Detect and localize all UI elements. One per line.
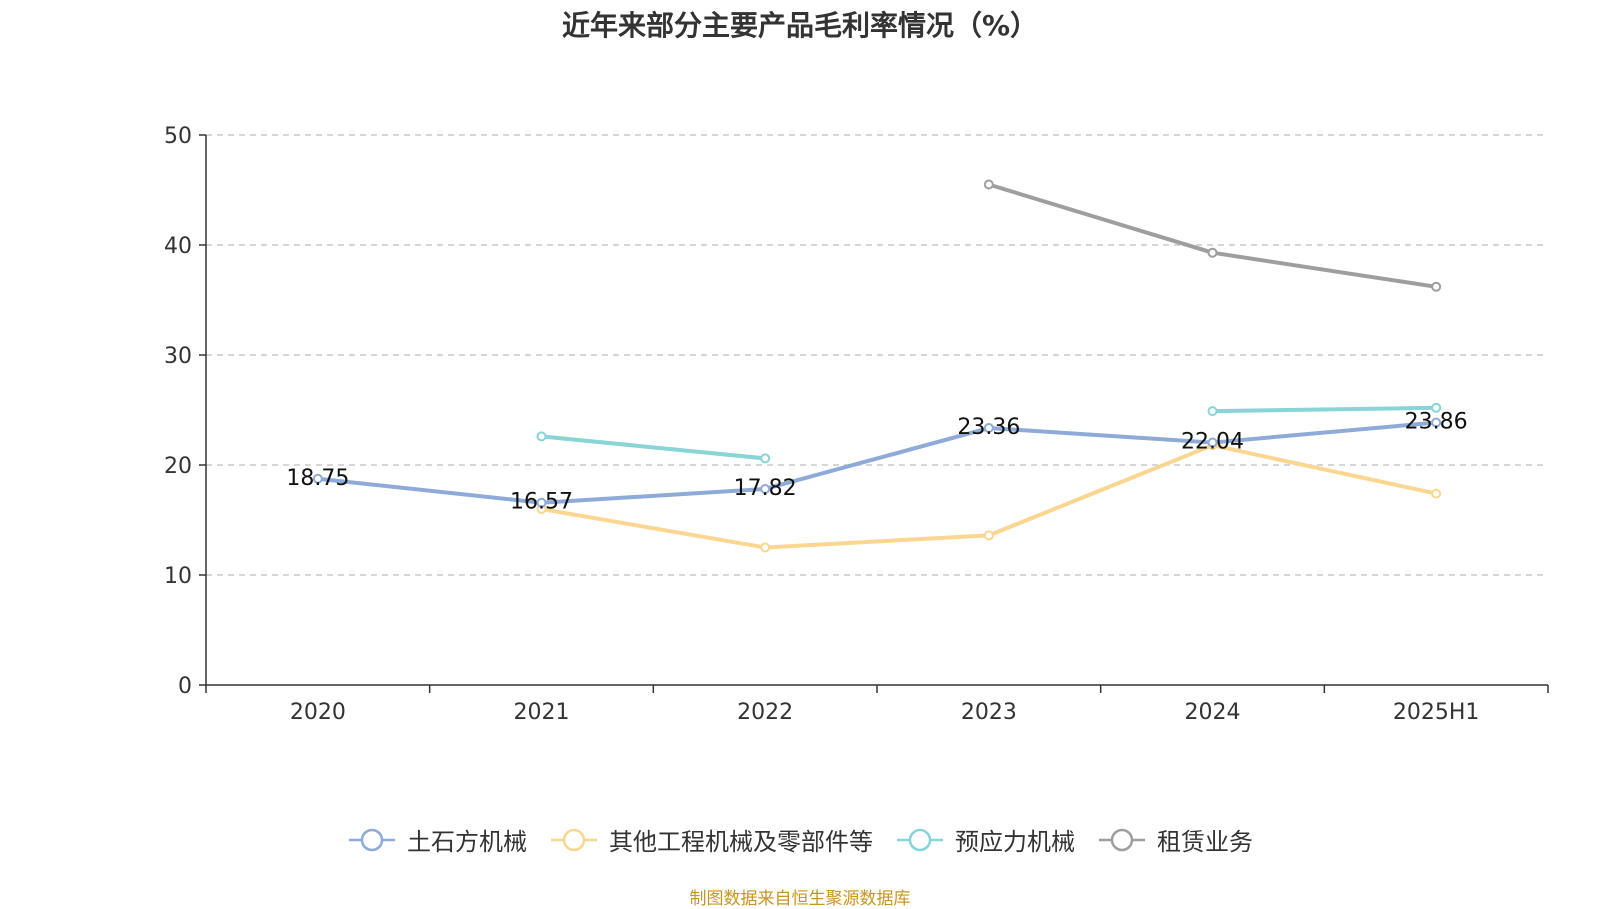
data-point xyxy=(536,431,547,442)
data-point xyxy=(1207,406,1218,417)
y-tick-label: 50 xyxy=(164,124,192,149)
series-line xyxy=(539,434,768,461)
x-tick-label: 2023 xyxy=(961,700,1017,725)
data-point xyxy=(760,453,771,464)
data-label: 22.04 xyxy=(1181,430,1244,455)
legend-marker-icon xyxy=(897,828,943,851)
data-point xyxy=(312,473,323,484)
data-label: 23.86 xyxy=(1405,410,1468,435)
x-tick-label: 2021 xyxy=(514,700,570,725)
x-tick-label: 2025H1 xyxy=(1393,700,1480,725)
legend-label: 预应力机械 xyxy=(955,828,1075,856)
data-point xyxy=(760,483,771,494)
y-tick-label: 0 xyxy=(178,674,192,699)
legend-label: 租赁业务 xyxy=(1157,828,1253,856)
legend-item[interactable]: 其他工程机械及零部件等 xyxy=(549,822,873,857)
y-tick-label: 40 xyxy=(164,234,192,259)
data-point xyxy=(536,497,547,508)
data-label: 23.36 xyxy=(957,415,1020,440)
chart-title: 近年来部分主要产品毛利率情况（%） xyxy=(561,9,1039,42)
data-label: 17.82 xyxy=(734,476,797,501)
series-line xyxy=(315,420,1439,505)
legend-item[interactable]: 租赁业务 xyxy=(1097,822,1253,857)
legend-label: 其他工程机械及零部件等 xyxy=(609,828,873,856)
data-point xyxy=(1431,417,1442,428)
x-tick-label: 2020 xyxy=(290,700,346,725)
x-tick-label: 2024 xyxy=(1185,700,1241,725)
legend-item[interactable]: 预应力机械 xyxy=(895,822,1075,857)
data-point xyxy=(1431,488,1442,499)
legend-marker-icon xyxy=(349,828,395,851)
y-tick-label: 20 xyxy=(164,454,192,479)
data-point xyxy=(983,423,994,434)
series-line xyxy=(1210,405,1439,414)
data-point xyxy=(1431,402,1442,413)
data-label: 16.57 xyxy=(510,490,573,515)
data-point xyxy=(1207,437,1218,448)
series-line xyxy=(986,182,1439,289)
legend-label: 土石方机械 xyxy=(407,828,527,856)
data-point xyxy=(1431,281,1442,292)
source-note: 制图数据来自恒生聚源数据库 xyxy=(689,889,911,909)
data-point xyxy=(983,530,994,541)
legend-marker-icon xyxy=(551,828,597,851)
data-point xyxy=(760,542,771,553)
x-tick-label: 2022 xyxy=(737,700,793,725)
legend: 土石方机械 其他工程机械及零部件等 预应力机械 租赁业务 xyxy=(0,822,1600,857)
y-tick-label: 10 xyxy=(164,564,192,589)
legend-marker-icon xyxy=(1099,828,1145,851)
data-point xyxy=(983,179,994,190)
data-label: 18.75 xyxy=(286,466,349,491)
y-tick-label: 30 xyxy=(164,344,192,369)
legend-item[interactable]: 土石方机械 xyxy=(347,822,527,857)
data-point xyxy=(1207,247,1218,258)
